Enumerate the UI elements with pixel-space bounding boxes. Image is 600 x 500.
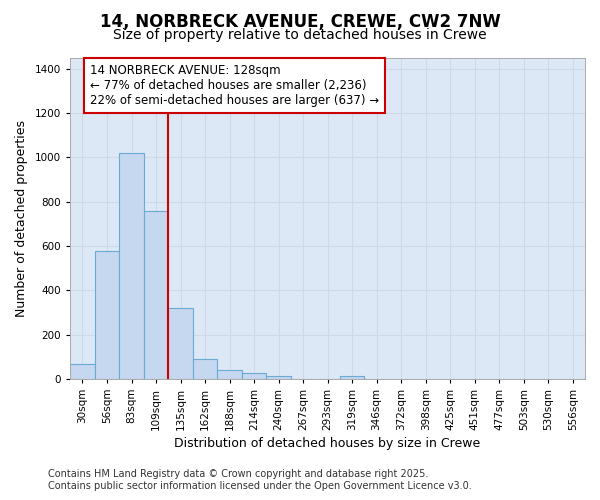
Bar — [70, 364, 95, 379]
Y-axis label: Number of detached properties: Number of detached properties — [15, 120, 28, 316]
Bar — [242, 374, 266, 379]
Text: Contains HM Land Registry data © Crown copyright and database right 2025.
Contai: Contains HM Land Registry data © Crown c… — [48, 470, 472, 491]
Text: 14, NORBRECK AVENUE, CREWE, CW2 7NW: 14, NORBRECK AVENUE, CREWE, CW2 7NW — [100, 12, 500, 30]
Bar — [119, 153, 144, 379]
X-axis label: Distribution of detached houses by size in Crewe: Distribution of detached houses by size … — [175, 437, 481, 450]
Bar — [217, 370, 242, 379]
Bar — [340, 376, 364, 379]
Text: Size of property relative to detached houses in Crewe: Size of property relative to detached ho… — [113, 28, 487, 42]
Bar — [266, 376, 291, 379]
Bar — [144, 211, 168, 379]
Bar — [193, 359, 217, 379]
Text: 14 NORBRECK AVENUE: 128sqm
← 77% of detached houses are smaller (2,236)
22% of s: 14 NORBRECK AVENUE: 128sqm ← 77% of deta… — [90, 64, 379, 107]
Bar — [95, 251, 119, 379]
Bar — [168, 308, 193, 379]
